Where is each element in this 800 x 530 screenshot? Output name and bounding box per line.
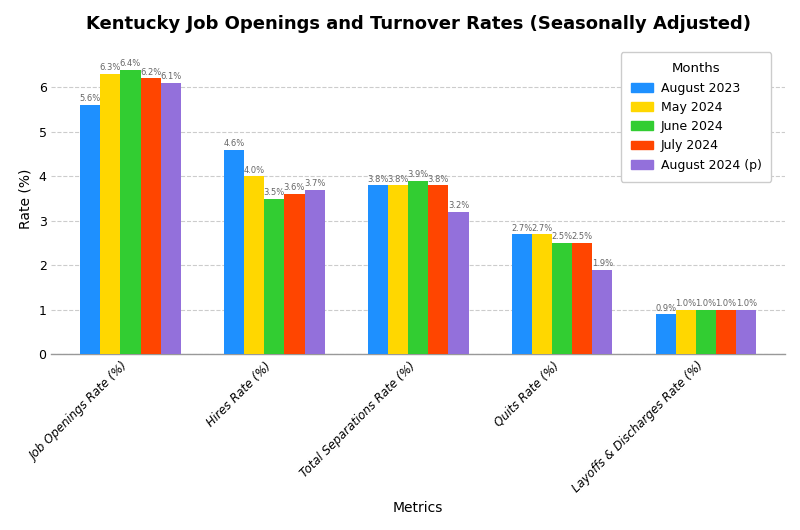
Bar (736, 310, 756, 355)
Bar (552, 243, 572, 355)
Text: 2.7%: 2.7% (511, 224, 532, 233)
Bar (655, 314, 676, 355)
Text: 1.0%: 1.0% (735, 299, 757, 308)
Text: 4.0%: 4.0% (244, 166, 265, 175)
Text: 4.6%: 4.6% (223, 139, 245, 148)
Bar (80, 105, 100, 355)
Bar (696, 310, 716, 355)
Bar (676, 310, 696, 355)
Bar (448, 212, 469, 355)
Text: 3.2%: 3.2% (448, 201, 469, 210)
Bar (388, 186, 408, 355)
Text: 1.9%: 1.9% (592, 259, 613, 268)
Title: Kentucky Job Openings and Turnover Rates (Seasonally Adjusted): Kentucky Job Openings and Turnover Rates… (86, 15, 750, 33)
Bar (244, 176, 264, 355)
Text: 3.8%: 3.8% (387, 174, 409, 183)
Text: 2.5%: 2.5% (551, 233, 573, 241)
Text: 5.6%: 5.6% (79, 94, 101, 103)
Text: 3.9%: 3.9% (407, 170, 429, 179)
Text: 1.0%: 1.0% (715, 299, 737, 308)
Text: 6.4%: 6.4% (120, 59, 141, 68)
Bar (512, 234, 532, 355)
Bar (305, 190, 325, 355)
Text: 3.6%: 3.6% (284, 183, 305, 192)
Bar (716, 310, 736, 355)
Bar (428, 186, 448, 355)
Text: 1.0%: 1.0% (695, 299, 717, 308)
Text: 6.3%: 6.3% (100, 63, 121, 72)
Bar (121, 69, 141, 355)
Bar (572, 243, 592, 355)
Text: 1.0%: 1.0% (675, 299, 696, 308)
Text: 2.5%: 2.5% (572, 233, 593, 241)
Bar (532, 234, 552, 355)
Bar (264, 199, 285, 355)
Bar (161, 83, 181, 355)
Bar (224, 149, 244, 355)
Text: 0.9%: 0.9% (655, 304, 676, 313)
Bar (408, 181, 428, 355)
Text: 6.1%: 6.1% (160, 72, 182, 81)
Bar (141, 78, 161, 355)
Text: 3.7%: 3.7% (304, 179, 326, 188)
Text: 3.8%: 3.8% (367, 174, 389, 183)
X-axis label: Metrics: Metrics (393, 501, 443, 515)
Bar (592, 270, 612, 355)
Text: 3.8%: 3.8% (428, 174, 449, 183)
Text: 3.5%: 3.5% (264, 188, 285, 197)
Text: 6.2%: 6.2% (140, 68, 162, 77)
Bar (368, 186, 388, 355)
Y-axis label: Rate (%): Rate (%) (19, 169, 33, 229)
Bar (285, 194, 305, 355)
Legend: August 2023, May 2024, June 2024, July 2024, August 2024 (p): August 2023, May 2024, June 2024, July 2… (621, 52, 771, 181)
Bar (100, 74, 121, 355)
Text: 2.7%: 2.7% (531, 224, 553, 233)
